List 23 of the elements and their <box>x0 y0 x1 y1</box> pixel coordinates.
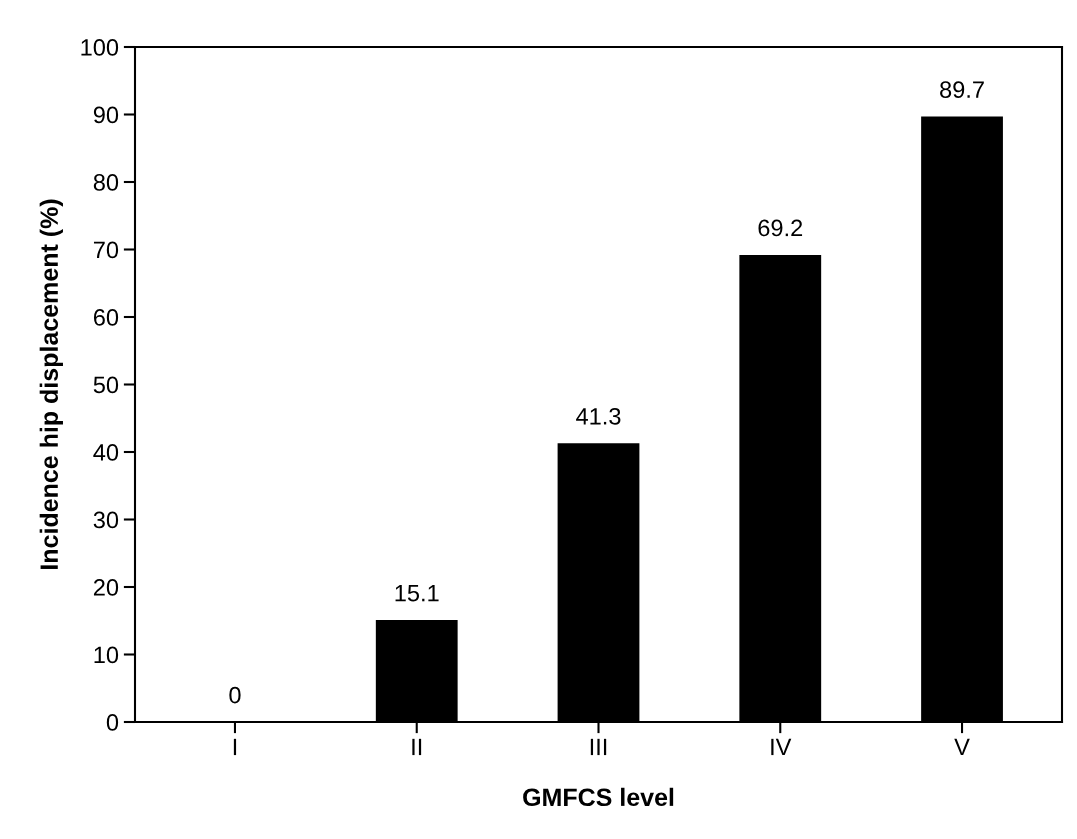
x-axis-title: GMFCS level <box>523 787 674 807</box>
x-tick-label: III <box>590 738 607 756</box>
y-tick-label: 40 <box>93 444 119 461</box>
data-label: 41.3 <box>576 407 621 425</box>
y-tick-label: 0 <box>106 714 119 731</box>
y-tick-label: 50 <box>93 376 119 394</box>
y-tick-label: 100 <box>81 39 119 56</box>
y-tick-label: 20 <box>93 579 119 596</box>
data-label: 69.2 <box>758 219 803 237</box>
x-tick-label: V <box>954 738 970 756</box>
data-label: 0 <box>229 686 241 704</box>
y-axis-title: Incidence hip displacement (%) <box>39 199 63 569</box>
y-tick-label: 90 <box>93 106 119 124</box>
y-tick-label: 30 <box>93 511 119 529</box>
y-tick-label: 10 <box>94 646 119 664</box>
x-tick-label: I <box>233 738 237 756</box>
data-label: 89.7 <box>940 81 984 98</box>
y-tick-label: 70 <box>93 241 119 259</box>
x-tick-label: IV <box>771 738 792 756</box>
x-tick-label: II <box>412 738 422 756</box>
y-tick-label: 60 <box>93 309 119 326</box>
data-label: 15.1 <box>395 585 439 602</box>
y-tick-label: 80 <box>93 174 119 191</box>
